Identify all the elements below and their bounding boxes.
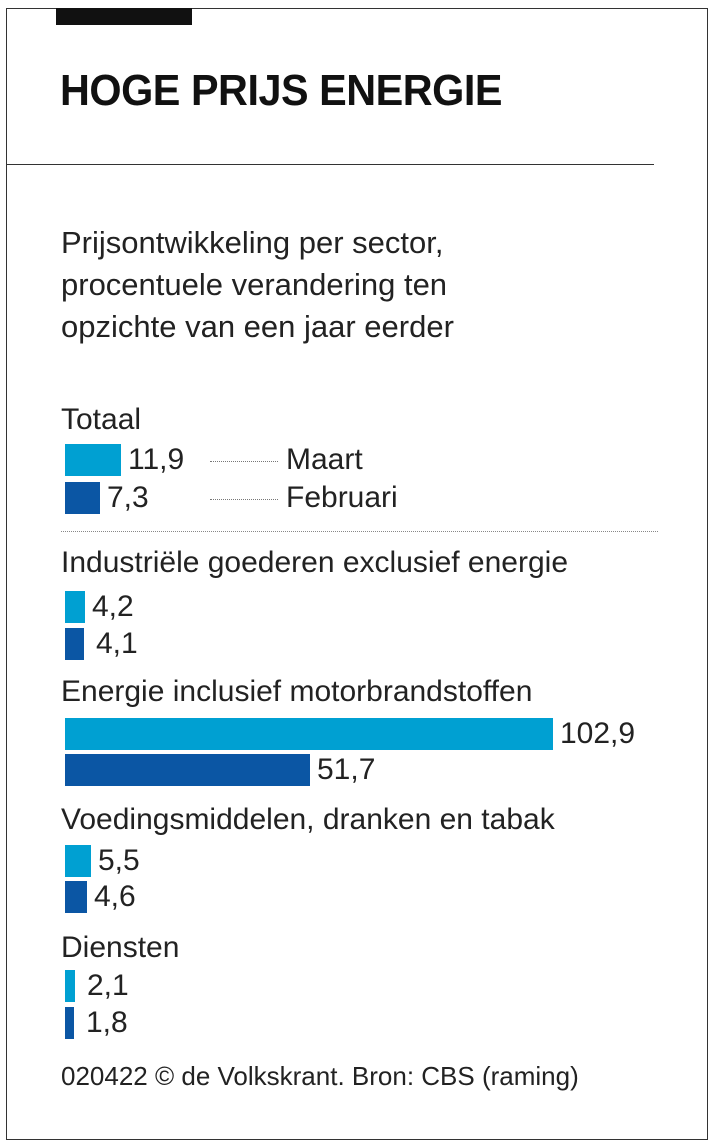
chart-frame <box>6 8 708 1140</box>
bar-maart <box>65 970 75 1002</box>
legend-leader-line <box>210 461 278 462</box>
data-label: 1,8 <box>86 1006 128 1039</box>
category-label: Energie inclusief motorbrandstoffen <box>61 675 533 708</box>
chart-subtitle: Prijsontwikkeling per sector, procentuel… <box>61 222 661 348</box>
category-label: Totaal <box>61 403 142 436</box>
data-label: 4,1 <box>96 627 138 660</box>
data-label: 51,7 <box>317 753 376 786</box>
bar-maart <box>65 845 91 877</box>
data-label: 102,9 <box>560 717 636 750</box>
title-accent-bar <box>56 8 192 25</box>
data-label: 4,6 <box>94 880 136 913</box>
title-divider <box>6 164 654 165</box>
data-label: 5,5 <box>98 844 140 877</box>
category-label: Diensten <box>61 931 180 964</box>
legend-leader-line <box>210 499 278 500</box>
bar-februari <box>65 482 100 514</box>
bar-februari <box>65 881 87 913</box>
legend-separator <box>61 531 658 532</box>
bar-maart <box>65 444 121 476</box>
subtitle-line-1: Prijsontwikkeling per sector, <box>61 225 444 260</box>
chart-title: HOGE PRIJS ENERGIE <box>60 66 503 115</box>
data-label: 2,1 <box>87 969 129 1002</box>
data-label: 7,3 <box>107 481 149 514</box>
subtitle-line-2: procentuele verandering ten <box>61 267 448 302</box>
bar-maart <box>65 591 85 623</box>
legend-label: Maart <box>286 443 363 476</box>
subtitle-line-3: opzichte van een jaar eerder <box>61 309 454 344</box>
category-label: Voedingsmiddelen, dranken en tabak <box>61 803 555 836</box>
data-label: 4,2 <box>92 590 134 623</box>
bar-februari <box>65 1007 74 1039</box>
data-label: 11,9 <box>128 443 185 476</box>
bar-februari <box>65 754 310 786</box>
bar-maart <box>65 718 553 750</box>
source-credit: 020422 © de Volkskrant. Bron: CBS (ramin… <box>61 1061 579 1091</box>
category-label: Industriële goederen exclusief energie <box>61 546 568 579</box>
legend-label: Februari <box>286 481 398 514</box>
bar-februari <box>65 628 84 660</box>
